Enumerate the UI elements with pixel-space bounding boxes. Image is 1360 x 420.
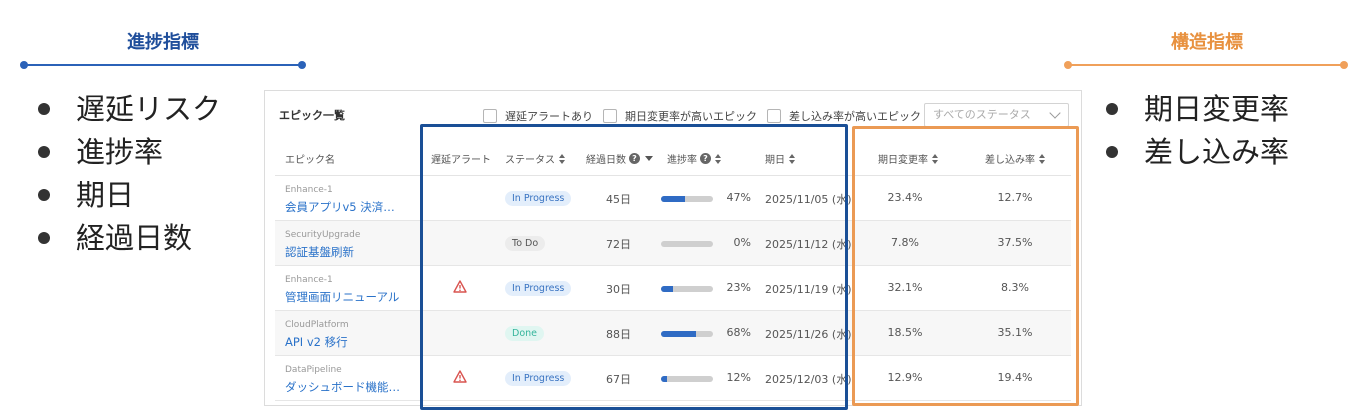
filter-high-insertion[interactable]: 差し込み率が高いエピック	[767, 108, 921, 124]
epic-key: Enhance-1	[285, 275, 333, 285]
epic-name-link[interactable]: 管理画面リニューアル	[285, 290, 400, 304]
table-row[interactable]: Enhance-1 管理画面リニューアル In Progress 30日 23%…	[275, 266, 1071, 311]
due-date: 2025/11/19 (水)	[765, 283, 852, 296]
filter-bar: 遅延アラートあり 期日変更率が高いエピック 差し込み率が高いエピック	[483, 105, 931, 127]
epic-key: DataPipeline	[285, 365, 342, 375]
epic-key: SecurityUpgrade	[285, 230, 361, 240]
due-date: 2025/11/12 (水)	[765, 238, 852, 251]
status-select[interactable]: すべてのステータス	[924, 103, 1069, 127]
col-header-progress[interactable]: 進捗率?	[667, 151, 722, 166]
epic-name-link[interactable]: ダッシュボード機能…	[285, 380, 400, 394]
progress-metrics-divider	[20, 61, 306, 69]
filter-high-due-change[interactable]: 期日変更率が高いエピック	[603, 108, 757, 124]
sort-icon[interactable]	[558, 153, 566, 165]
status-badge: In Progress	[505, 371, 572, 386]
filter-delay-alert[interactable]: 遅延アラートあり	[483, 108, 593, 124]
structure-metrics-divider	[1064, 61, 1348, 69]
insertion-rate: 37.5%	[997, 236, 1033, 249]
progress-bar	[661, 241, 713, 247]
sort-icon[interactable]	[1038, 153, 1046, 165]
bullet-item: 遅延リスク	[24, 88, 221, 131]
sort-icon[interactable]	[788, 153, 796, 165]
epic-name-link[interactable]: API v2 移行	[285, 335, 348, 349]
progress-metrics-list: 遅延リスク 進捗率 期日 経過日数	[24, 88, 221, 260]
epic-key: CloudPlatform	[285, 320, 349, 330]
due-change-rate: 23.4%	[887, 191, 923, 204]
warning-triangle-icon	[453, 370, 467, 386]
progress-metrics-highlight	[420, 124, 848, 410]
progress-percent: 47%	[726, 191, 751, 204]
insertion-rate: 19.4%	[997, 371, 1033, 384]
table-row[interactable]: DataPipeline ダッシュボード機能… In Progress 67日 …	[275, 356, 1071, 401]
checkbox[interactable]	[767, 109, 781, 123]
question-circle-icon[interactable]: ?	[629, 153, 640, 164]
panel-title: エピック一覧	[279, 109, 345, 122]
warning-triangle-icon	[453, 280, 467, 296]
epic-name-link[interactable]: 会員アプリv5 決済…	[285, 200, 395, 214]
progress-bar	[661, 196, 713, 202]
table-row[interactable]: CloudPlatform API v2 移行 Done 88日 68% 202…	[275, 311, 1071, 356]
progress-percent: 23%	[726, 281, 751, 294]
insertion-rate: 8.3%	[1001, 281, 1029, 294]
filter-label: 差し込み率が高いエピック	[789, 110, 921, 123]
col-header-epic-name: エピック名	[285, 155, 335, 166]
question-circle-icon[interactable]: ?	[700, 153, 711, 164]
col-header-insertion-rate[interactable]: 差し込み率	[985, 151, 1046, 166]
status-badge: In Progress	[505, 191, 572, 206]
due-date: 2025/11/26 (水)	[765, 328, 852, 341]
col-header-due-date[interactable]: 期日	[765, 151, 796, 166]
elapsed-days: 45日	[606, 193, 631, 206]
sort-icon[interactable]	[931, 153, 939, 165]
status-badge: In Progress	[505, 281, 572, 296]
filter-label: 期日変更率が高いエピック	[625, 110, 757, 123]
elapsed-days: 88日	[606, 328, 631, 341]
elapsed-days: 72日	[606, 238, 631, 251]
col-header-delay-alert: 遅延アラート	[431, 155, 491, 166]
epic-name-link[interactable]: 認証基盤刷新	[285, 245, 354, 259]
progress-bar	[661, 286, 713, 292]
bullet-item: 期日変更率	[1092, 88, 1289, 131]
status-select-value: すべてのステータス	[933, 108, 1031, 121]
structure-metrics-list: 期日変更率 差し込み率	[1092, 88, 1289, 174]
status-badge: Done	[505, 326, 544, 341]
progress-percent: 12%	[726, 371, 751, 384]
progress-bar	[661, 376, 713, 382]
insertion-rate: 12.7%	[997, 191, 1033, 204]
structure-metrics-title: 構造指標	[1171, 32, 1243, 53]
due-change-rate: 32.1%	[887, 281, 923, 294]
epic-key: Enhance-1	[285, 185, 333, 195]
progress-bar	[661, 331, 713, 337]
checkbox[interactable]	[483, 109, 497, 123]
elapsed-days: 30日	[606, 283, 631, 296]
bullet-item: 差し込み率	[1092, 131, 1289, 174]
table-row[interactable]: Enhance-1 会員アプリv5 決済… In Progress 45日 47…	[275, 176, 1071, 221]
progress-percent: 0%	[733, 236, 751, 249]
due-date: 2025/12/03 (水)	[765, 373, 852, 386]
bullet-item: 期日	[24, 174, 221, 217]
due-change-rate: 7.8%	[891, 236, 919, 249]
progress-percent: 68%	[726, 326, 751, 339]
due-date: 2025/11/05 (水)	[765, 193, 852, 206]
sort-desc-icon[interactable]	[645, 156, 653, 161]
sort-icon[interactable]	[714, 153, 722, 165]
table-row[interactable]: SecurityUpgrade 認証基盤刷新 To Do 72日 0% 2025…	[275, 221, 1071, 266]
structure-metrics-highlight	[852, 126, 1079, 406]
col-header-status[interactable]: ステータス	[505, 151, 566, 166]
due-change-rate: 12.9%	[887, 371, 923, 384]
insertion-rate: 35.1%	[997, 326, 1033, 339]
col-header-elapsed-days[interactable]: 経過日数?	[586, 151, 653, 166]
status-badge: To Do	[505, 236, 546, 251]
progress-metrics-title: 進捗指標	[127, 32, 199, 53]
due-change-rate: 18.5%	[887, 326, 923, 339]
header-divider	[275, 175, 1071, 176]
filter-label: 遅延アラートあり	[505, 110, 593, 123]
elapsed-days: 67日	[606, 373, 631, 386]
checkbox[interactable]	[603, 109, 617, 123]
col-header-due-change-rate[interactable]: 期日変更率	[878, 151, 939, 166]
epic-list-panel: エピック一覧 遅延アラートあり 期日変更率が高いエピック 差し込み率が高いエピッ…	[264, 90, 1082, 406]
bullet-item: 経過日数	[24, 217, 221, 260]
bullet-item: 進捗率	[24, 131, 221, 174]
chevron-down-icon	[1049, 107, 1061, 119]
